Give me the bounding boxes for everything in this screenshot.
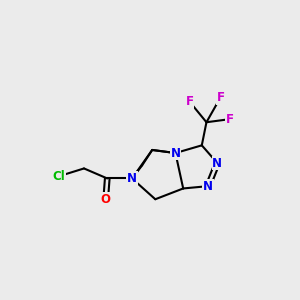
Text: N: N <box>212 157 222 169</box>
Text: O: O <box>101 193 111 206</box>
Text: N: N <box>127 172 137 185</box>
Text: N: N <box>203 180 213 193</box>
Text: F: F <box>185 95 194 108</box>
Text: Cl: Cl <box>53 169 66 183</box>
Text: N: N <box>170 146 181 160</box>
Text: F: F <box>226 113 234 126</box>
Text: F: F <box>216 91 224 104</box>
